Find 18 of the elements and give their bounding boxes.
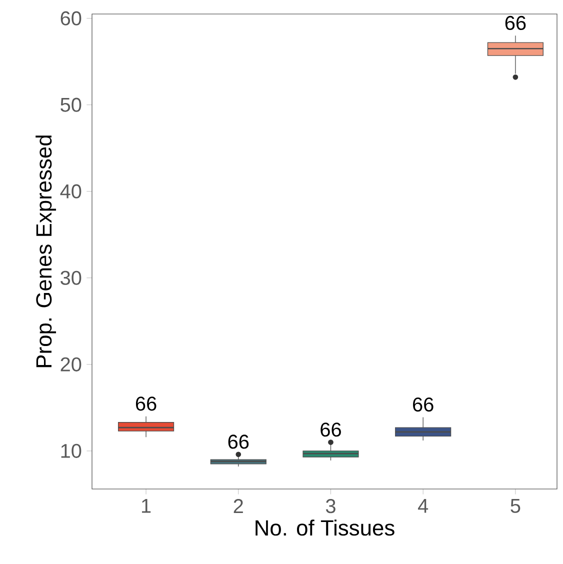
y-tick-label: 60: [60, 11, 82, 26]
y-tick-label: 10: [61, 444, 82, 458]
annotation: 66: [320, 422, 341, 437]
annotation: 66: [505, 16, 526, 30]
x-tick-label: 5: [510, 499, 520, 513]
x-tick-label: 4: [418, 499, 428, 513]
x-tick-label: 2: [234, 499, 243, 513]
annotation: 66: [413, 397, 434, 412]
y-axis-title: Prop. Genes Expressed: [36, 136, 56, 368]
y-tick-label: 20: [60, 357, 82, 372]
y-tick-label: 40: [60, 184, 82, 198]
x-tick-label: 3: [326, 499, 336, 514]
x-tick-label: 1: [142, 499, 151, 513]
annotation: 66: [136, 396, 156, 411]
annotation: 66: [228, 434, 249, 449]
y-tick-label: 30: [60, 270, 82, 285]
x-axis-title: No. of Tissues: [256, 520, 394, 536]
y-tick-label: 50: [60, 98, 82, 112]
